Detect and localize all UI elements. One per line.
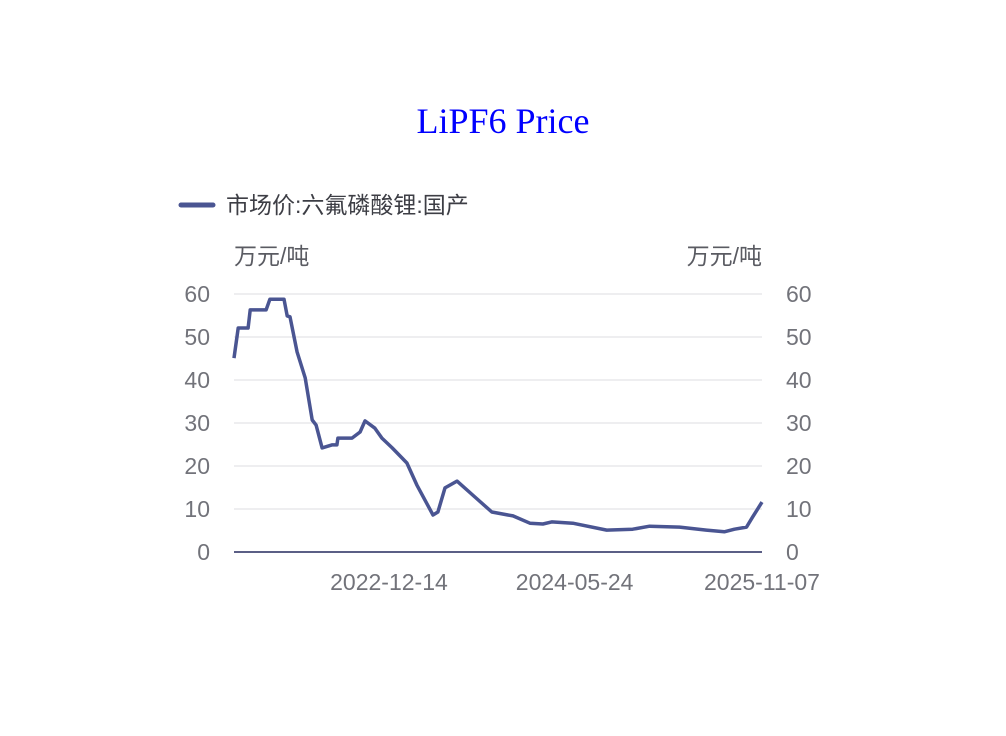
y-tick-label-right: 30	[786, 410, 812, 436]
y-tick-label-right: 10	[786, 496, 812, 522]
y-tick-label-left: 40	[184, 367, 210, 393]
y-axis-label-right: 万元/吨	[687, 243, 762, 269]
x-tick-label: 2024-05-24	[516, 569, 634, 595]
x-tick-label: 2022-12-14	[330, 569, 448, 595]
y-tick-label-left: 10	[184, 496, 210, 522]
y-tick-label-right: 40	[786, 367, 812, 393]
legend-label: 市场价:六氟磷酸锂:国产	[226, 192, 469, 218]
series-line	[232, 297, 764, 534]
y-tick-label-right: 20	[786, 453, 812, 479]
y-tick-label-left: 0	[197, 539, 210, 565]
y-axis-label-left: 万元/吨	[234, 243, 309, 269]
y-tick-label-left: 20	[184, 453, 210, 479]
y-tick-label-right: 0	[786, 539, 799, 565]
y-tick-label-left: 30	[184, 410, 210, 436]
y-tick-label-left: 60	[184, 281, 210, 307]
chart-title: LiPF6 Price	[416, 101, 590, 141]
y-tick-label-left: 50	[184, 324, 210, 350]
y-tick-label-right: 60	[786, 281, 812, 307]
x-tick-label: 2025-11-07	[704, 569, 820, 595]
y-tick-label-right: 50	[786, 324, 812, 350]
